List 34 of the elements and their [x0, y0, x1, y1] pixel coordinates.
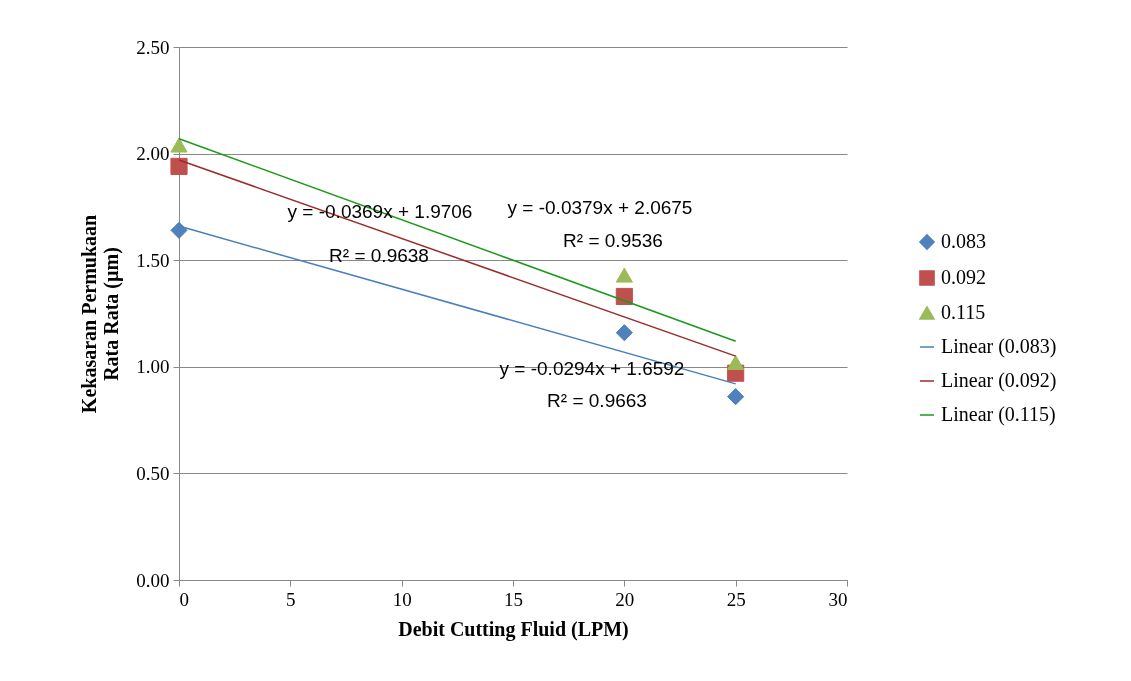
legend-label: Linear (0.083): [941, 335, 1057, 358]
x-axis-title: Debit Cutting Fluid (LPM): [398, 617, 629, 641]
point: [727, 388, 745, 406]
point: [615, 324, 633, 342]
x-tick-label: 0: [179, 588, 189, 610]
x-tick-label: 10: [392, 588, 412, 610]
legend-label: 0.092: [941, 266, 986, 288]
x-tick-label: 15: [504, 588, 523, 610]
legend-label: 0.115: [941, 301, 986, 323]
y-tick-label: 2.50: [136, 36, 170, 58]
point: [170, 157, 188, 175]
y-tick-label: 1.50: [136, 249, 170, 271]
x-tick-label: 30: [828, 588, 848, 610]
legend-label: 0.083: [941, 230, 986, 252]
point: [615, 287, 633, 306]
annotation: y = -0.0379x + 2.0675: [507, 197, 693, 218]
annotation: R² = 0.9536: [563, 230, 663, 251]
y-tick-label: 0.50: [136, 462, 170, 484]
y-axis-title: Kekasaran Permukaan Rata Rata (µm): [78, 214, 124, 414]
y-tick-label: 2.00: [136, 143, 170, 165]
x-tick-label: 20: [615, 588, 635, 610]
point: [170, 221, 188, 239]
point: [615, 267, 633, 283]
point: [727, 355, 745, 371]
point: [170, 137, 188, 153]
legend-label: Linear (0.092): [941, 369, 1057, 392]
y-tick-label: 0.00: [136, 569, 170, 591]
y-tick-label: 1.00: [136, 356, 170, 378]
annotation: R² = 0.9638: [329, 245, 429, 266]
annotation: R² = 0.9663: [547, 390, 647, 411]
x-tick-label: 5: [286, 588, 296, 610]
x-tick-label: 25: [726, 588, 746, 610]
annotation: y = -0.0294x + 1.6592: [499, 358, 685, 379]
legend-label: Linear (0.115): [941, 403, 1056, 426]
